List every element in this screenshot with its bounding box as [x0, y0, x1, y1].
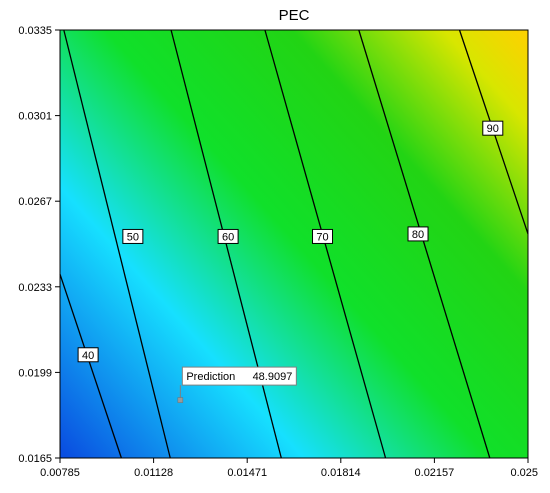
x-tick-label: 0.02157	[415, 467, 455, 479]
contour-label-box-40	[77, 347, 99, 363]
contour-label-box-80	[407, 226, 429, 242]
y-tick-label: 0.0233	[18, 282, 52, 294]
x-tick-label: 0.00785	[40, 467, 80, 479]
contour-label-50: 50	[127, 231, 139, 243]
contour-line-40	[59, 274, 123, 459]
contour-fill	[60, 30, 528, 458]
contour-label-60: 60	[222, 231, 234, 243]
y-axis-ticks: 0.0165 0.0199 0.0233 0.0267 0.0301 0.0335	[18, 25, 60, 465]
contour-line-50	[63, 29, 171, 459]
x-axis-ticks: 0.00785 0.01128 0.01471 0.01814 0.02157 0.025	[40, 458, 538, 479]
contour-label-box-60	[217, 228, 239, 244]
chart-title: PEC	[279, 7, 310, 24]
x-tick-label: 0.01814	[321, 467, 361, 479]
x-tick-label: 0.01128	[134, 467, 173, 479]
contour-label-box-70	[312, 228, 334, 244]
contour-label-box-50	[122, 228, 144, 244]
y-tick-label: 0.0335	[18, 25, 52, 37]
y-tick-label: 0.0199	[18, 367, 52, 379]
contour-line-80	[358, 29, 491, 459]
x-tick-label: 0.01471	[227, 467, 267, 479]
prediction-box	[181, 366, 297, 386]
prediction-label: Prediction	[186, 371, 235, 383]
contour-label-70: 70	[316, 231, 328, 243]
prediction-value: 48.9097	[253, 371, 293, 383]
contour-label-80: 80	[412, 229, 424, 241]
y-tick-label: 0.0165	[18, 453, 52, 465]
contour-label-40: 40	[82, 350, 94, 362]
y-tick-label: 0.0301	[18, 111, 52, 123]
plot-area	[60, 30, 528, 458]
x-tick-label: 0.025	[510, 467, 538, 479]
axes	[59, 29, 529, 459]
contour-labels: 40 50 60 70 80 90	[77, 120, 504, 363]
plot-frame	[59, 29, 529, 459]
contour-line-70	[264, 29, 387, 459]
prediction-point[interactable]	[177, 397, 184, 403]
y-tick-label: 0.0267	[18, 196, 52, 208]
prediction-marker[interactable]: Prediction 48.9097	[177, 366, 297, 403]
contour-label-90: 90	[487, 123, 499, 135]
contour-label-box-90	[482, 120, 504, 136]
contour-line-60	[170, 29, 282, 459]
